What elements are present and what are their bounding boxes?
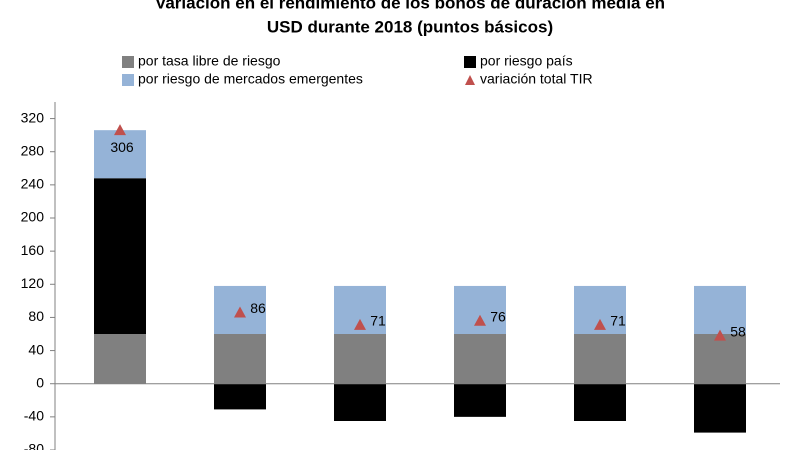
bar-segment — [454, 334, 506, 384]
y-tick-label: 80 — [28, 308, 44, 324]
bar-segment — [214, 383, 266, 410]
marker — [114, 124, 126, 136]
data-label: 306 — [110, 139, 134, 155]
bar-segment — [94, 334, 146, 384]
legend-swatch — [464, 56, 476, 68]
marker — [594, 318, 606, 330]
y-tick-label: 280 — [21, 142, 45, 158]
bar-segment — [454, 285, 506, 334]
data-label: 71 — [370, 313, 386, 329]
bar-segment — [574, 334, 626, 384]
y-tick-label: -40 — [24, 408, 44, 424]
bar-segment — [94, 178, 146, 334]
y-tick-label: 320 — [21, 109, 45, 125]
legend-swatch — [465, 75, 475, 85]
y-tick-label: 160 — [21, 242, 45, 258]
bar-segment — [454, 383, 506, 417]
legend-label: variación total TIR — [480, 71, 593, 87]
y-tick-label: -80 — [24, 441, 44, 450]
bar-segment — [214, 334, 266, 384]
legend-label: por riesgo de mercados emergentes — [138, 71, 363, 87]
y-tick-label: 0 — [36, 374, 44, 390]
marker — [234, 306, 246, 318]
y-tick-label: 120 — [21, 275, 45, 291]
bar-segment — [94, 130, 146, 179]
legend-label: por riesgo país — [480, 53, 573, 69]
chart-title: Variación en el rendimiento de los bonos… — [155, 0, 665, 12]
data-label: 71 — [610, 313, 626, 329]
bar-segment — [694, 334, 746, 384]
data-label: 76 — [490, 308, 506, 324]
bar-segment — [334, 383, 386, 421]
marker — [474, 314, 486, 326]
y-tick-label: 200 — [21, 209, 45, 225]
y-tick-label: 240 — [21, 176, 45, 192]
bar-segment — [574, 383, 626, 421]
data-label: 86 — [250, 300, 266, 316]
marker — [714, 329, 726, 341]
bar-segment — [694, 383, 746, 433]
bar-segment — [334, 334, 386, 384]
legend-swatch — [122, 56, 134, 68]
legend-label: por tasa libre de riesgo — [138, 53, 281, 69]
chart-title: USD durante 2018 (puntos básicos) — [267, 17, 553, 36]
bar-segment — [694, 285, 746, 334]
marker — [354, 318, 366, 330]
y-tick-label: 40 — [28, 341, 44, 357]
legend-swatch — [122, 74, 134, 86]
data-label: 58 — [730, 323, 746, 339]
